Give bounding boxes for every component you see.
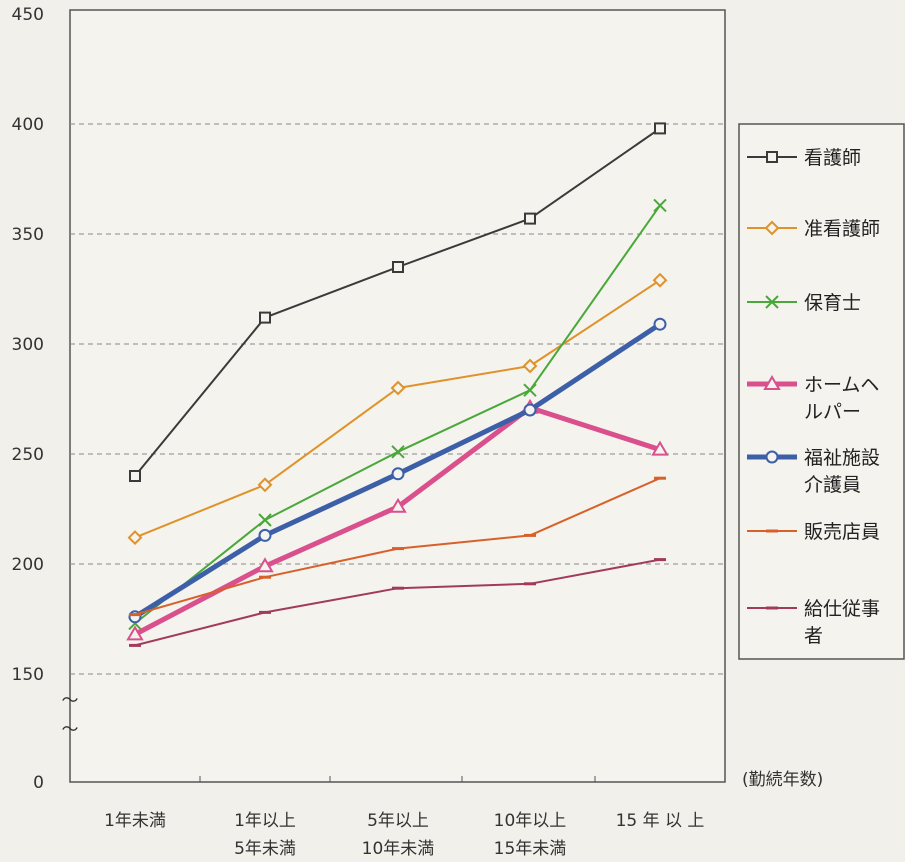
series-lines [126,122,669,647]
x-axis: 1年未満 1年以上 5年未満 5年以上 10年未満 10年以上 15年未満 15 年 以 上 [104,776,704,859]
data-point [653,317,667,331]
plot-area [69,9,726,783]
data-point [654,122,666,135]
legend-label: 給仕従事 [804,598,880,620]
data-point [257,477,273,493]
legend-label: 販売店員 [804,521,880,543]
x-tick-label: 15 年 以 上 [616,811,705,831]
y-tick-label: 250 [12,445,44,465]
y-tick-label: 450 [12,5,44,25]
y-tick-label: 400 [12,115,44,135]
legend-item: 准看護師 [747,218,880,240]
x-tick-label: 10年未満 [362,839,435,859]
series-2 [128,198,667,631]
legend-marker [763,375,781,390]
legend-label: 准看護師 [804,218,880,240]
x-tick-label: 5年以上 [367,811,429,831]
series-1 [127,272,668,546]
data-point [389,497,407,513]
y-tick-label: 0 [33,773,44,793]
y-tick-label: 350 [12,225,44,245]
data-point [259,311,271,324]
data-point [258,513,272,527]
data-point [391,467,405,481]
legend-label: ルパー [804,401,861,423]
data-point [653,198,667,213]
legend-marker [765,450,779,464]
data-point [127,530,143,546]
x-tick-label: 5年未満 [234,839,296,859]
legend-label: 福祉施設 [804,447,880,469]
y-tick-label: 150 [12,665,44,685]
axis-break-mark: 〜 [62,720,79,740]
data-point [258,528,272,542]
legend-label: 介護員 [804,474,861,496]
legend-marker [766,151,778,163]
data-point [523,403,537,417]
legend-label: 保育士 [804,292,861,314]
legend-label: 看護師 [804,147,861,169]
x-tick-label: 15年未満 [494,839,567,859]
axis-break-mark: 〜 [62,691,79,711]
legend-item: 販売店員 [747,521,880,543]
x-tick-label: 1年未満 [104,811,166,831]
x-tick-label: 10年以上 [494,811,567,831]
data-point [652,272,668,288]
data-point [391,445,405,459]
data-point [524,212,536,225]
y-tick-label: 300 [12,335,44,355]
data-point [392,261,404,273]
data-point [126,625,144,641]
legend-marker [764,220,780,236]
legend-marker [765,295,779,309]
legend-label: 者 [804,625,823,647]
series-0 [129,122,666,482]
grid [70,123,725,675]
series-5 [129,476,666,617]
x-axis-unit: (勤続年数) [742,770,823,790]
y-tick-label: 200 [12,555,44,575]
data-point [256,557,274,573]
legend-item: 保育士 [747,292,861,314]
data-point [523,383,537,397]
series-4 [128,317,667,624]
data-point [390,380,406,396]
data-point [522,358,538,374]
legend-item: 看護師 [747,147,861,169]
series-6 [129,558,666,647]
x-tick-label: 1年以上 [234,811,296,831]
legend-label: ホームヘ [804,374,879,396]
data-point [651,440,669,456]
data-point [129,470,141,482]
legend-box [738,123,905,660]
